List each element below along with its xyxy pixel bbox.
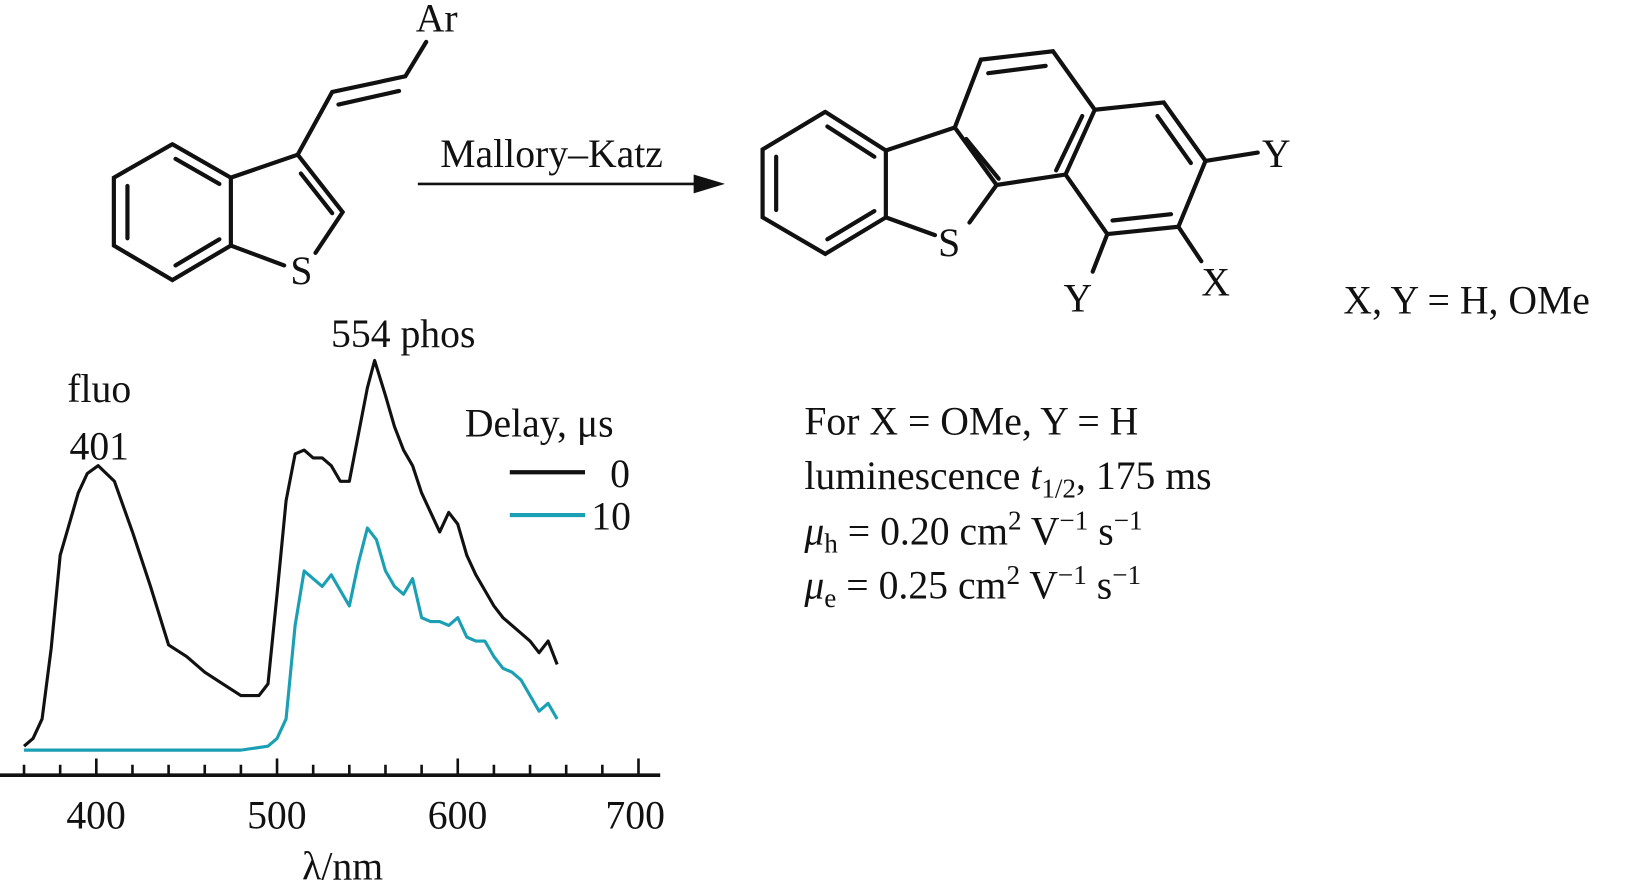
legend: Delay, μs 0 10 xyxy=(465,402,631,539)
product-x-label: X xyxy=(1201,261,1230,305)
property-line-4: μe = 0.25 cm2 V−1 s−1 xyxy=(803,560,1141,613)
product-y-bottom-label: Y xyxy=(1063,276,1092,320)
emission-spectrum-chart: 400 500 600 700 λ/nm fluo 401 554 phos D… xyxy=(0,312,665,886)
x-tick-label-400: 400 xyxy=(66,793,126,837)
property-line-2: luminescence t1/2, 175 ms xyxy=(804,454,1211,503)
properties-block: For X = OMe, Y = H luminescence t1/2, 17… xyxy=(803,400,1211,613)
x-tick-label-500: 500 xyxy=(247,793,307,837)
product-structure: S Y Y X xyxy=(760,49,1291,320)
x-tick-label-600: 600 xyxy=(428,793,488,837)
reactant-sulfur-label: S xyxy=(290,249,312,293)
reaction-arrow: Mallory–Katz xyxy=(417,132,725,194)
annotation-fluo: fluo xyxy=(67,367,131,411)
series-line-delay-0 xyxy=(23,358,559,748)
property-line-3: μh = 0.20 cm2 V−1 s−1 xyxy=(803,506,1142,559)
reactant-aryl-label: Ar xyxy=(416,0,458,40)
series-lines xyxy=(23,358,559,752)
legend-title: Delay, μs xyxy=(465,402,614,446)
product-sulfur-label: S xyxy=(938,221,960,265)
legend-label-0: 0 xyxy=(610,452,630,496)
series-line-delay-10 xyxy=(24,526,559,752)
x-axis-label: λ/nm xyxy=(302,845,383,886)
reactant-structure: S Ar xyxy=(111,0,458,293)
legend-label-1: 10 xyxy=(591,495,631,539)
x-tick-label-700: 700 xyxy=(605,793,665,837)
x-axis-ticks xyxy=(22,758,640,776)
property-line-1: For X = OMe, Y = H xyxy=(804,400,1138,444)
annotation-554-phos: 554 phos xyxy=(331,312,475,356)
product-y-top-label: Y xyxy=(1262,132,1291,176)
annotation-401: 401 xyxy=(69,425,129,469)
reaction-name-label: Mallory–Katz xyxy=(440,132,663,176)
substituent-definition: X, Y = H, OMe xyxy=(1343,278,1590,322)
